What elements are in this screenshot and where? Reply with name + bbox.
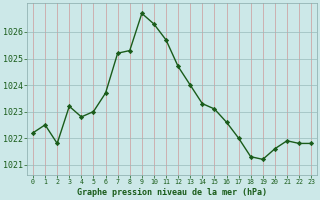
X-axis label: Graphe pression niveau de la mer (hPa): Graphe pression niveau de la mer (hPa) xyxy=(77,188,267,197)
